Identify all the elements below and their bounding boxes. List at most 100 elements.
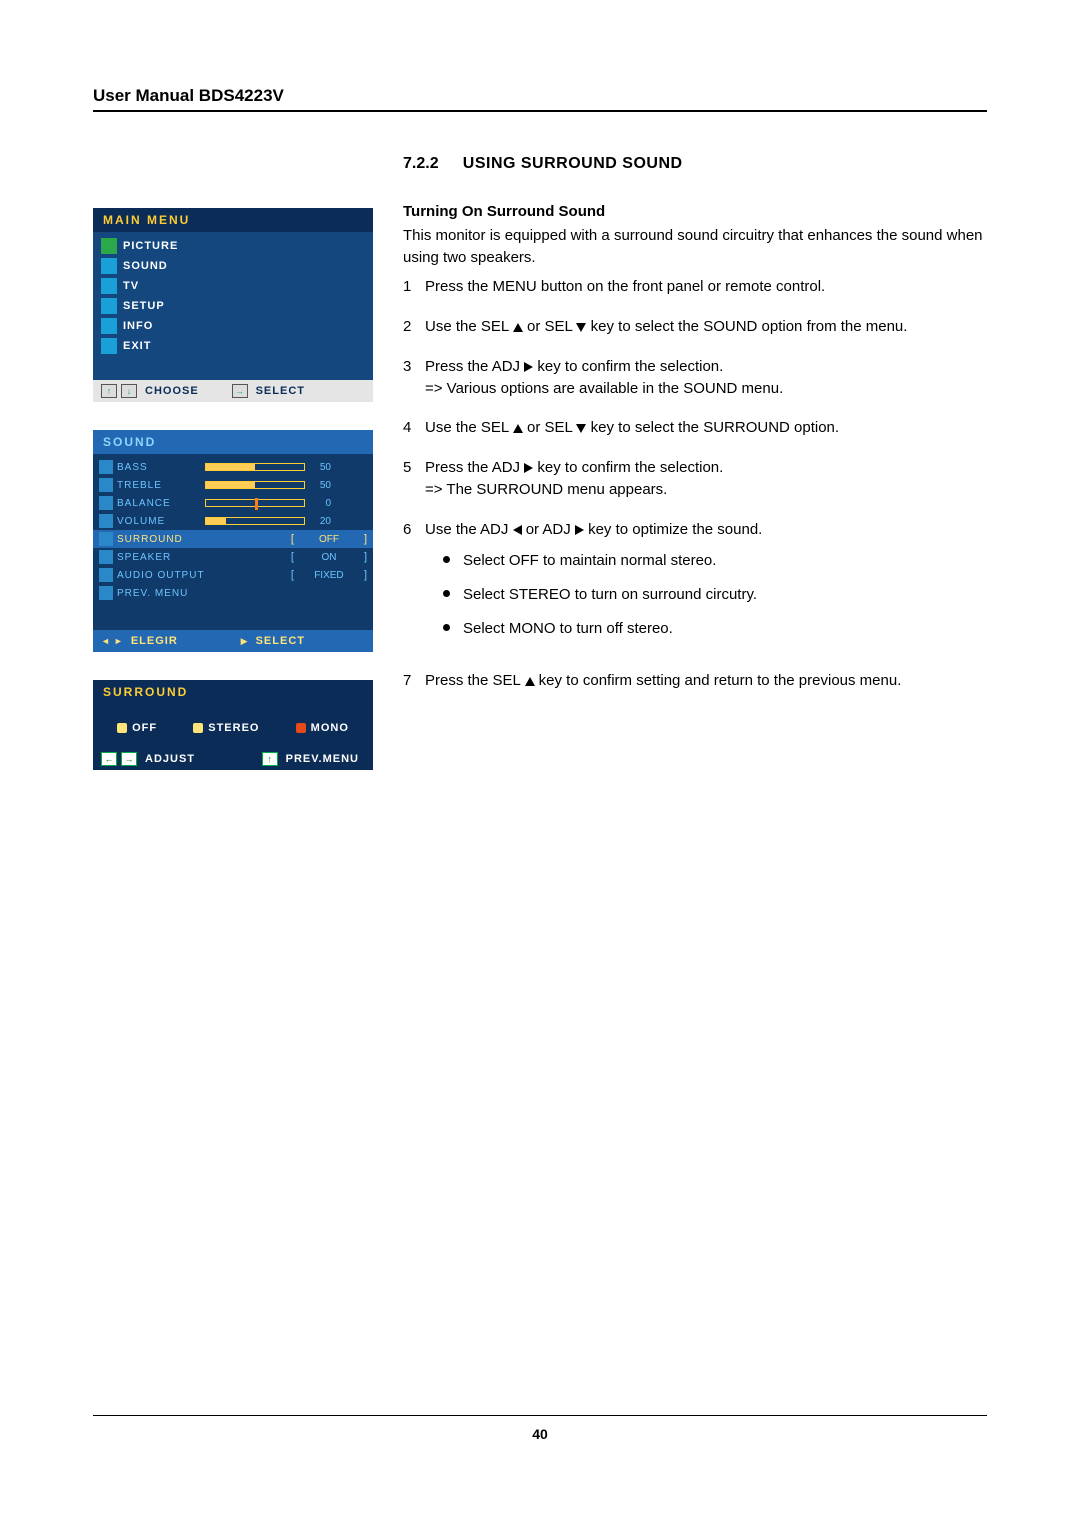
main-menu-item[interactable]: EXIT	[93, 336, 373, 356]
step-number: 1	[403, 276, 425, 298]
row-label: TREBLE	[117, 480, 205, 491]
sound-menu-row[interactable]: AUDIO OUTPUT[FIXED]	[93, 566, 373, 584]
slider-track	[205, 499, 305, 507]
sound-menu-row[interactable]: VOLUME 20	[93, 512, 373, 530]
triangle-up-icon	[513, 323, 523, 332]
option-value: FIXED	[294, 570, 364, 581]
arrow-up-icon: ↑	[262, 752, 278, 766]
main-menu-item[interactable]: SETUP	[93, 296, 373, 316]
row-icon	[99, 550, 113, 564]
triangle-up-icon	[513, 424, 523, 433]
step-number: 3	[403, 356, 425, 400]
menu-item-label: INFO	[123, 320, 153, 332]
choose-label: CHOOSE	[145, 385, 199, 397]
sound-menu-row[interactable]: TREBLE50	[93, 476, 373, 494]
left-column: MAIN MENU PICTURE SOUND TV SETUP INFO EX…	[93, 152, 373, 798]
sound-menu-row[interactable]: PREV. MENU	[93, 584, 373, 602]
menu-item-label: SETUP	[123, 300, 165, 312]
surround-menu-panel: SURROUND OFFSTEREOMONO ← → ADJUST ↑ PREV…	[93, 680, 373, 770]
step-item: 1Press the MENU button on the front pane…	[403, 276, 987, 298]
sound-menu-footer: ◄ ► ELEGIR ▶ SELECT	[93, 630, 373, 652]
adjust-label: ADJUST	[145, 753, 195, 765]
menu-item-icon	[101, 258, 117, 274]
step-number: 6	[403, 519, 425, 652]
row-label: SURROUND	[117, 534, 205, 545]
main-menu-panel: MAIN MENU PICTURE SOUND TV SETUP INFO EX…	[93, 208, 373, 402]
sound-menu-row[interactable]: SURROUND[OFF]	[93, 530, 373, 548]
sound-menu-panel: SOUND BASS50 TREBLE50 BALANCE0 VOLUME20 …	[93, 430, 373, 652]
main-menu-item[interactable]: TV	[93, 276, 373, 296]
step-body: Press the ADJ key to confirm the selecti…	[425, 356, 987, 400]
triangle-down-icon	[576, 424, 586, 433]
step-item: 3Press the ADJ key to confirm the select…	[403, 356, 987, 400]
arrow-up-icon: ↑	[101, 384, 117, 398]
row-icon	[99, 514, 113, 528]
bullet-item: Select STEREO to turn on surround circut…	[443, 584, 987, 606]
row-icon	[99, 532, 113, 546]
option-dot-icon	[117, 723, 127, 733]
right-column: 7.2.2 USING SURROUND SOUND Turning On Su…	[403, 152, 987, 798]
step-body: Use the ADJ or ADJ key to optimize the s…	[425, 519, 987, 652]
slider-track	[205, 463, 305, 471]
menu-item-icon	[101, 278, 117, 294]
arrow-right-icon: →	[232, 384, 248, 398]
row-icon	[99, 478, 113, 492]
row-icon	[99, 568, 113, 582]
menu-item-icon	[101, 238, 117, 254]
step-number: 2	[403, 316, 425, 338]
step-number: 5	[403, 457, 425, 501]
step-number: 7	[403, 670, 425, 692]
row-icon	[99, 586, 113, 600]
step-item: 4Use the SEL or SEL key to select the SU…	[403, 417, 987, 439]
sound-menu-row[interactable]: SPEAKER[ON]	[93, 548, 373, 566]
main-menu-item[interactable]: SOUND	[93, 256, 373, 276]
footer-rule	[93, 1415, 987, 1416]
triangle-left-icon	[513, 525, 522, 535]
row-label: VOLUME	[117, 516, 205, 527]
row-label: BASS	[117, 462, 205, 473]
section-subtitle: Turning On Surround Sound	[403, 201, 987, 223]
option-label: MONO	[311, 722, 349, 734]
option-dot-icon	[193, 723, 203, 733]
surround-option[interactable]: STEREO	[193, 722, 259, 734]
sound-menu-title: SOUND	[93, 430, 373, 454]
sound-menu-row[interactable]: BASS50	[93, 458, 373, 476]
triangle-right-icon	[524, 463, 533, 473]
step-body: Use the SEL or SEL key to select the SOU…	[425, 316, 987, 338]
main-menu-footer: ↑ ↓ CHOOSE → SELECT	[93, 380, 373, 402]
menu-item-label: EXIT	[123, 340, 151, 352]
surround-option[interactable]: OFF	[117, 722, 157, 734]
option-label: OFF	[132, 722, 157, 734]
step-body: Press the ADJ key to confirm the selecti…	[425, 457, 987, 501]
header-rule	[93, 110, 987, 112]
step-number: 4	[403, 417, 425, 439]
triangle-down-icon	[576, 323, 586, 332]
arrow-left-icon: ←	[101, 752, 117, 766]
triangle-right-icon	[524, 362, 533, 372]
surround-option[interactable]: MONO	[296, 722, 349, 734]
slider-value: 20	[311, 516, 331, 527]
page-footer: 40	[93, 1415, 987, 1442]
option-label: STEREO	[208, 722, 259, 734]
menu-item-label: TV	[123, 280, 139, 292]
menu-item-icon	[101, 318, 117, 334]
section-title: USING SURROUND SOUND	[463, 155, 683, 172]
step-body: Press the SEL key to confirm setting and…	[425, 670, 987, 692]
surround-menu-title: SURROUND	[93, 680, 373, 704]
slider-track	[205, 517, 305, 525]
row-label: SPEAKER	[117, 552, 205, 563]
triangle-right-icon	[575, 525, 584, 535]
option-value: OFF	[294, 534, 364, 545]
option-value: ON	[294, 552, 364, 563]
main-menu-item[interactable]: INFO	[93, 316, 373, 336]
sound-menu-row[interactable]: BALANCE0	[93, 494, 373, 512]
arrow-down-icon: ↓	[121, 384, 137, 398]
section-intro: This monitor is equipped with a surround…	[403, 225, 987, 269]
step-item: 2Use the SEL or SEL key to select the SO…	[403, 316, 987, 338]
step-item: 5Press the ADJ key to confirm the select…	[403, 457, 987, 501]
step-body: Press the MENU button on the front panel…	[425, 276, 987, 298]
step-item: 7Press the SEL key to confirm setting an…	[403, 670, 987, 692]
main-menu-item[interactable]: PICTURE	[93, 236, 373, 256]
page-number: 40	[93, 1426, 987, 1442]
bullet-item: Select MONO to turn off stereo.	[443, 618, 987, 640]
